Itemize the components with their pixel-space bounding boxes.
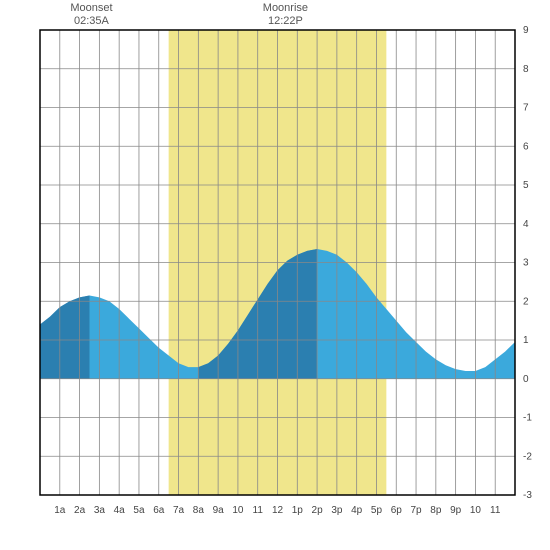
svg-text:9p: 9p: [450, 505, 462, 516]
svg-text:12: 12: [272, 505, 284, 516]
moonset-annotation: Moonset 02:35A: [61, 2, 121, 28]
svg-text:5p: 5p: [371, 505, 383, 516]
moonset-title: Moonset: [61, 2, 121, 15]
svg-text:1a: 1a: [54, 505, 66, 516]
svg-text:4: 4: [523, 219, 529, 230]
moonrise-time: 12:22P: [255, 15, 315, 28]
svg-text:-1: -1: [523, 413, 532, 424]
svg-text:6a: 6a: [153, 505, 165, 516]
svg-text:8p: 8p: [430, 505, 442, 516]
svg-text:9a: 9a: [213, 505, 225, 516]
svg-text:11: 11: [253, 505, 264, 516]
moonset-time: 02:35A: [61, 15, 121, 28]
svg-text:3a: 3a: [94, 505, 106, 516]
svg-text:7a: 7a: [173, 505, 185, 516]
svg-text:1: 1: [523, 335, 529, 346]
svg-text:4p: 4p: [351, 505, 363, 516]
moonrise-title: Moonrise: [255, 2, 315, 15]
svg-text:10: 10: [470, 505, 482, 516]
svg-text:11: 11: [490, 505, 501, 516]
svg-text:9: 9: [523, 25, 529, 36]
svg-text:0: 0: [523, 374, 529, 385]
svg-text:5a: 5a: [133, 505, 145, 516]
svg-text:2a: 2a: [74, 505, 86, 516]
chart-svg: 1a2a3a4a5a6a7a8a9a1011121p2p3p4p5p6p7p8p…: [0, 0, 550, 550]
svg-text:10: 10: [232, 505, 244, 516]
svg-text:4a: 4a: [114, 505, 126, 516]
svg-text:5: 5: [523, 180, 529, 191]
svg-text:6: 6: [523, 141, 529, 152]
tide-chart: 1a2a3a4a5a6a7a8a9a1011121p2p3p4p5p6p7p8p…: [0, 0, 550, 550]
svg-text:2: 2: [523, 296, 529, 307]
svg-text:7p: 7p: [410, 505, 422, 516]
moonrise-annotation: Moonrise 12:22P: [255, 2, 315, 28]
svg-text:-3: -3: [523, 490, 532, 501]
svg-text:8a: 8a: [193, 505, 205, 516]
svg-text:3p: 3p: [331, 505, 343, 516]
svg-text:1p: 1p: [292, 505, 304, 516]
svg-text:6p: 6p: [391, 505, 403, 516]
svg-text:-2: -2: [523, 451, 532, 462]
svg-text:7: 7: [523, 103, 529, 114]
svg-text:3: 3: [523, 258, 529, 269]
svg-text:8: 8: [523, 64, 529, 75]
svg-text:2p: 2p: [312, 505, 324, 516]
